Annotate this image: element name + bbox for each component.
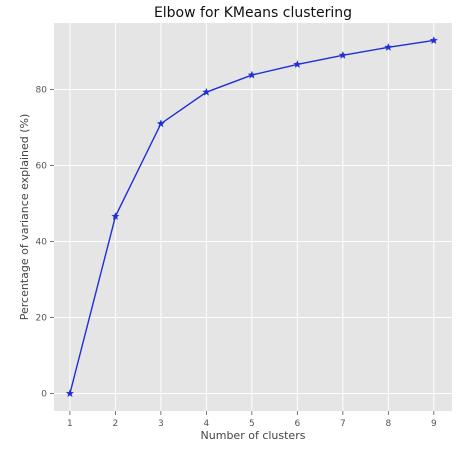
x-tick-label: 3 — [158, 419, 164, 429]
x-tick-label: 2 — [113, 419, 119, 429]
y-tick-label: 40 — [36, 238, 48, 248]
x-tick-label: 1 — [67, 419, 73, 429]
plot-background — [54, 23, 452, 411]
x-tick-label: 6 — [294, 419, 300, 429]
x-tick-label: 9 — [431, 419, 437, 429]
x-tick-label: 4 — [204, 419, 210, 429]
x-tick-label: 5 — [249, 419, 255, 429]
y-axis-label: Percentage of variance explained (%) — [18, 114, 31, 321]
data-point-star — [202, 87, 211, 96]
x-axis-label: Number of clusters — [201, 429, 306, 442]
data-point-star — [384, 42, 393, 51]
y-tick-label: 20 — [36, 314, 48, 324]
data-point-star — [338, 50, 347, 59]
data-point-star — [156, 119, 166, 128]
x-tick-label: 8 — [385, 419, 391, 429]
data-point-star — [111, 212, 120, 220]
y-tick-label: 60 — [36, 162, 48, 172]
x-tick-label: 7 — [340, 419, 346, 429]
data-point-star — [247, 70, 257, 79]
y-tick-label: 0 — [41, 390, 47, 400]
data-point-star — [293, 60, 302, 68]
y-tick-label: 80 — [36, 86, 48, 96]
y-tick-labels: 0 20 40 60 80 — [36, 86, 54, 400]
data-points — [65, 36, 438, 398]
chart-title: Elbow for KMeans clustering — [154, 5, 352, 21]
grid-lines — [54, 23, 452, 411]
data-point-star — [429, 36, 438, 45]
x-tick-labels: 1 2 3 4 5 6 7 8 9 — [67, 411, 437, 429]
data-point-star — [65, 389, 75, 398]
